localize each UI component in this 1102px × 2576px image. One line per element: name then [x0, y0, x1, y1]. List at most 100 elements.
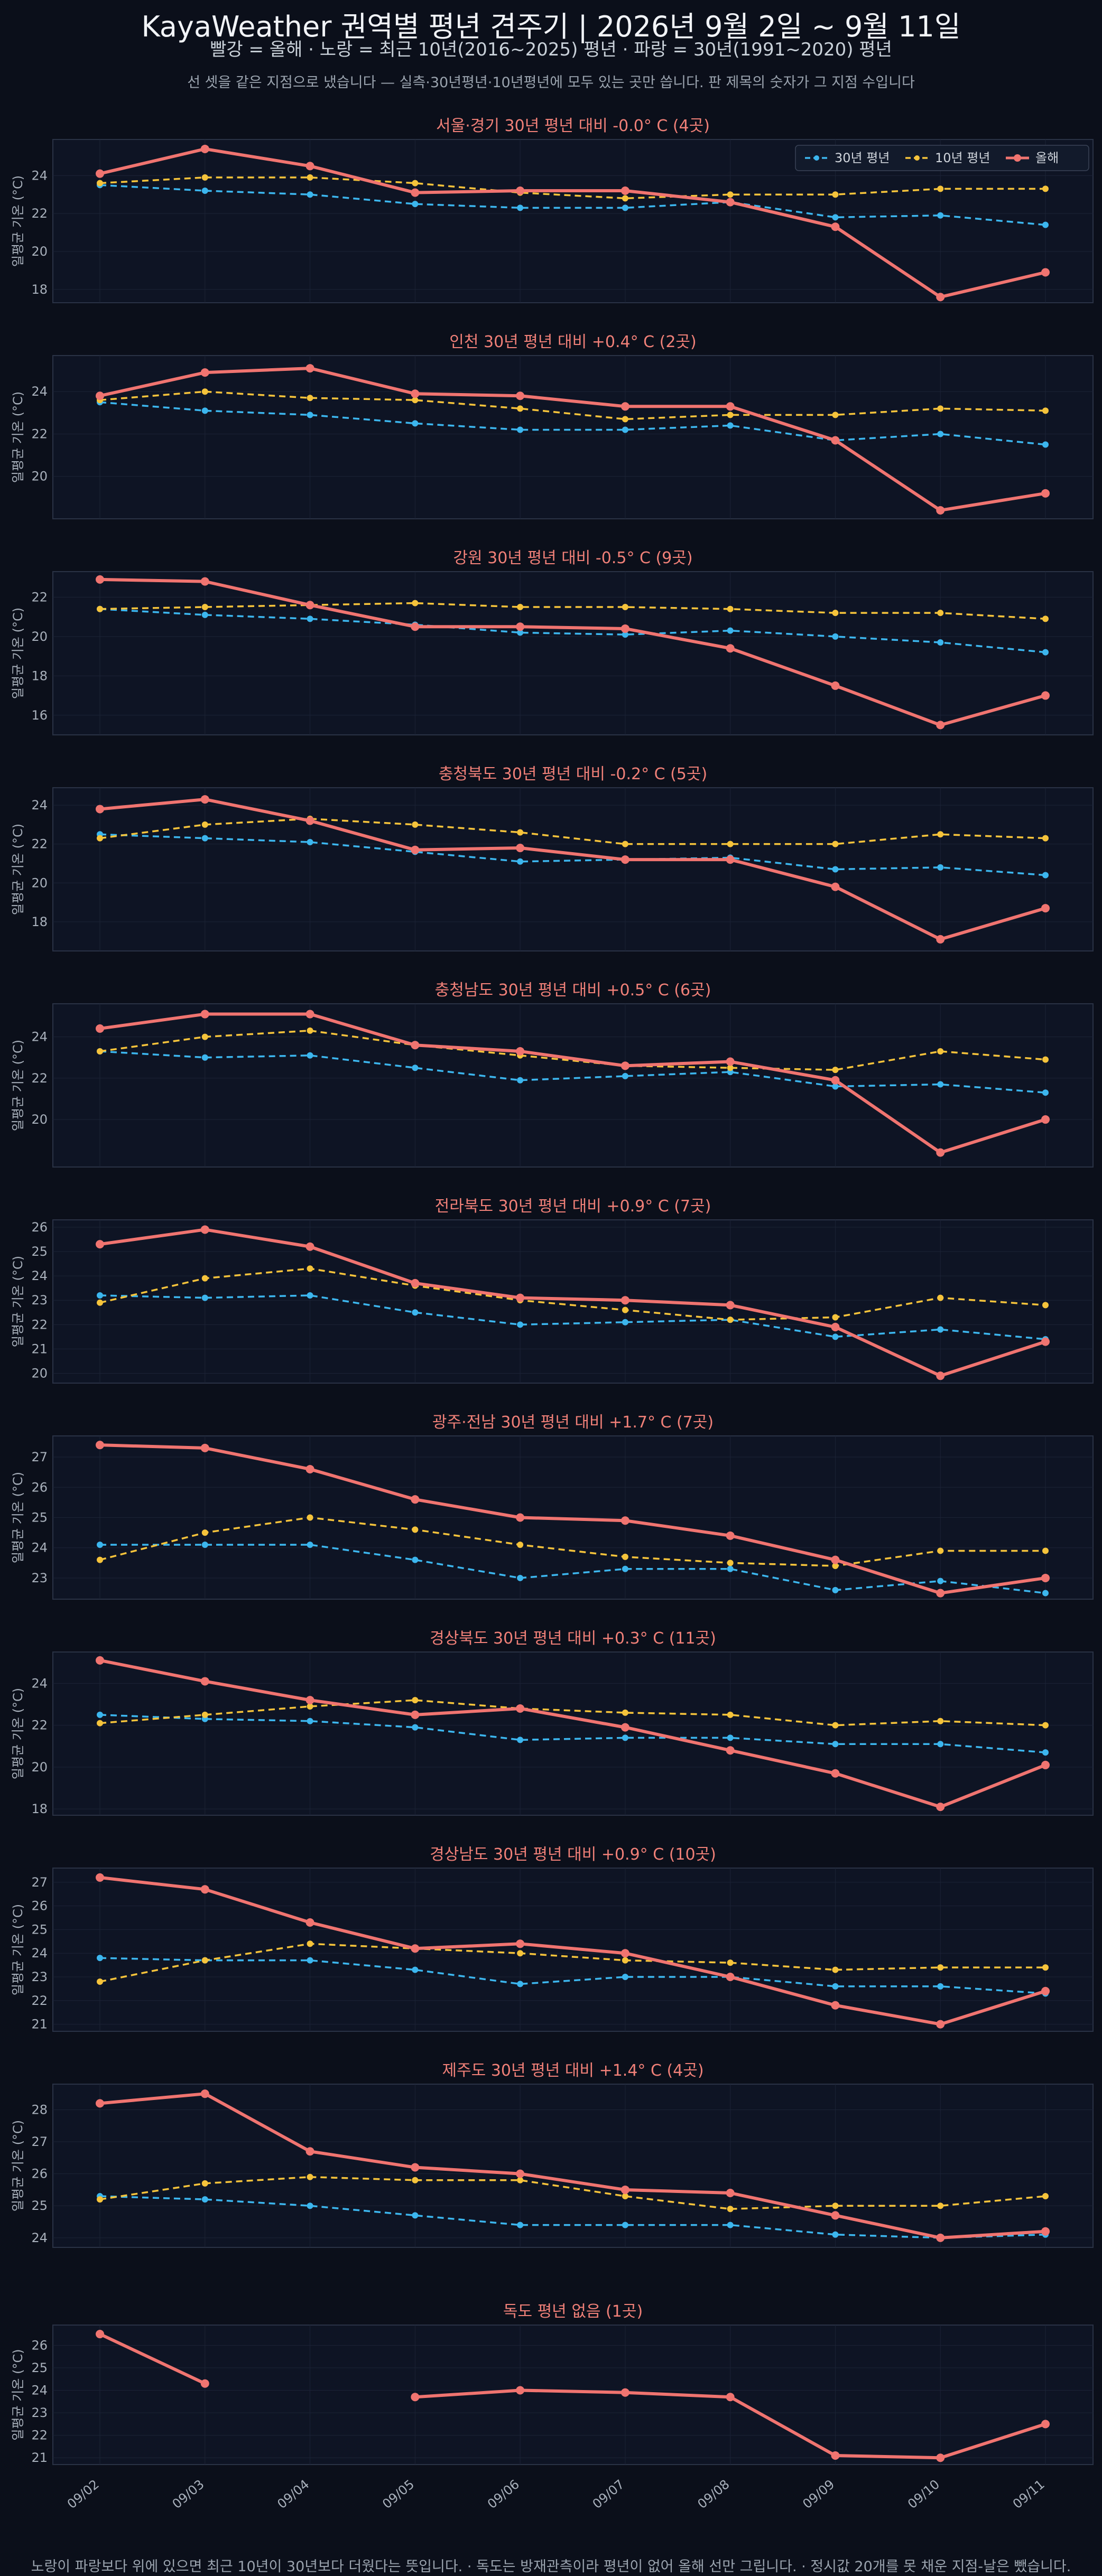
- data-point: [307, 2173, 313, 2180]
- data-point: [305, 816, 314, 825]
- panel-title: 경상남도 30년 평년 대비 +0.9° C (10곳): [430, 1845, 716, 1864]
- data-point: [305, 162, 314, 171]
- y-tick-label: 23: [31, 1571, 48, 1585]
- data-point: [200, 1885, 209, 1894]
- data-point: [201, 604, 208, 611]
- data-point: [1042, 1089, 1049, 1096]
- data-point: [621, 1949, 629, 1958]
- data-point: [97, 1299, 103, 1306]
- data-point: [200, 1010, 209, 1019]
- data-point: [831, 2211, 840, 2220]
- data-point: [517, 2222, 524, 2228]
- panel-plot-area: [52, 2084, 1094, 2248]
- data-point: [1041, 268, 1050, 277]
- data-point: [96, 391, 104, 400]
- data-point: [622, 1709, 628, 1716]
- data-point: [832, 191, 839, 198]
- data-point: [201, 388, 208, 395]
- y-tick-label: 22: [31, 1071, 48, 1086]
- data-point: [305, 1696, 314, 1705]
- data-point: [832, 1083, 839, 1090]
- data-point: [1042, 407, 1049, 414]
- y-tick-label: 26: [31, 1480, 48, 1495]
- data-point: [1042, 221, 1049, 228]
- y-tick-label: 26: [31, 2338, 48, 2353]
- data-point: [201, 611, 208, 618]
- data-point: [96, 2099, 104, 2108]
- y-tick-label: 20: [31, 875, 48, 890]
- y-tick-label: 22: [31, 590, 48, 604]
- data-point: [517, 1981, 524, 1987]
- data-point: [936, 935, 945, 944]
- data-point: [621, 1061, 629, 1070]
- data-point: [937, 1048, 944, 1054]
- y-axis-label: 일평균 기온 (°C): [11, 2120, 25, 2211]
- data-point: [516, 622, 525, 631]
- series-line: [99, 1516, 1045, 1567]
- data-point: [411, 2393, 420, 2402]
- data-point: [307, 1718, 313, 1724]
- data-point: [200, 1443, 209, 1452]
- data-point: [200, 2379, 209, 2388]
- data-point: [517, 829, 524, 836]
- y-tick-label: 24: [31, 798, 48, 813]
- y-tick-label: 18: [31, 914, 48, 929]
- data-point: [516, 1047, 525, 1056]
- data-point: [832, 1333, 839, 1340]
- data-point: [200, 2089, 209, 2098]
- data-point: [832, 1067, 839, 1074]
- data-point: [307, 191, 313, 198]
- data-point: [411, 1278, 420, 1287]
- data-point: [621, 624, 629, 633]
- data-point: [832, 633, 839, 640]
- data-point: [1042, 1590, 1049, 1597]
- y-tick-label: 22: [31, 206, 48, 221]
- data-point: [1042, 2193, 1049, 2200]
- chart-subtitle: 빨강 = 올해 · 노랑 = 최근 10년(2016~2025) 평년 · 파랑…: [210, 39, 892, 60]
- data-point: [936, 506, 945, 515]
- legend-entry: 10년 평년: [935, 151, 990, 165]
- data-point: [516, 391, 525, 400]
- data-point: [726, 1746, 735, 1755]
- data-point: [97, 1542, 103, 1548]
- series-line: [99, 1228, 1046, 1378]
- y-axis-label: 일평균 기온 (°C): [11, 2349, 25, 2440]
- data-point: [96, 1240, 104, 1249]
- data-point: [201, 174, 208, 181]
- panel-plot-area: [52, 787, 1094, 951]
- y-tick-label: 22: [31, 1718, 48, 1733]
- data-point: [97, 1556, 103, 1563]
- series-line: [99, 367, 1046, 512]
- data-point: [305, 364, 314, 373]
- data-point: [96, 1656, 104, 1665]
- data-point: [621, 1296, 629, 1305]
- data-point: [1041, 2227, 1050, 2236]
- data-point: [1041, 489, 1050, 498]
- data-point: [622, 1553, 628, 1560]
- data-point: [937, 1578, 944, 1584]
- data-point: [832, 1722, 839, 1729]
- data-point: [201, 1957, 208, 1964]
- data-point: [832, 1586, 839, 1593]
- data-point: [726, 198, 735, 207]
- data-point: [831, 2451, 840, 2460]
- legend-swatch-marker: [914, 155, 920, 161]
- data-point: [937, 2202, 944, 2209]
- data-point: [517, 426, 524, 433]
- data-point: [412, 180, 419, 186]
- data-point: [411, 845, 420, 854]
- data-point: [621, 186, 629, 195]
- data-point: [726, 402, 735, 411]
- data-point: [97, 1720, 103, 1726]
- y-tick-label: 16: [31, 708, 48, 723]
- data-point: [201, 1033, 208, 1040]
- data-point: [97, 1292, 103, 1299]
- y-tick-label: 26: [31, 1220, 48, 1235]
- y-tick-label: 22: [31, 2428, 48, 2443]
- data-point: [831, 1076, 840, 1085]
- data-point: [1042, 185, 1049, 192]
- y-axis-label: 일평균 기온 (°C): [11, 1040, 25, 1131]
- data-point: [307, 1542, 313, 1548]
- data-point: [622, 195, 628, 202]
